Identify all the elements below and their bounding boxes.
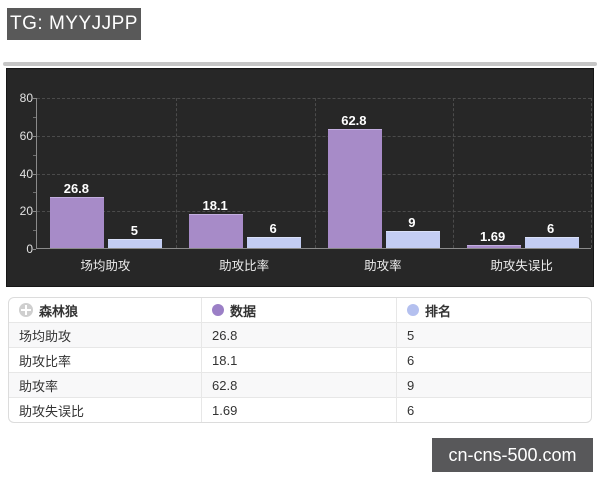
data-value-cell: 1.69 [201, 398, 396, 422]
rank-value-cell: 9 [396, 373, 591, 397]
table-row: 助攻比率 18.1 6 [9, 347, 591, 372]
rank-value-cell: 6 [396, 348, 591, 372]
data-value-cell: 26.8 [201, 323, 396, 347]
metric-name-cell: 助攻比率 [9, 348, 201, 372]
y-axis-tick-mark [31, 98, 36, 99]
y-axis-tick-mark [31, 211, 36, 213]
tg-badge: TG: MYYJJPP [7, 8, 141, 40]
cell-text: 5 [407, 327, 415, 343]
cell-text: 场均助攻 [19, 328, 72, 344]
team-logo-icon [19, 303, 33, 317]
divider-bar [3, 62, 597, 66]
y-axis-minor-tick [33, 116, 36, 118]
table-row: 助攻失误比 1.69 6 [9, 397, 591, 422]
metric-name-cell: 助攻率 [9, 373, 201, 397]
gridline-horizontal [37, 135, 591, 137]
data-value-cell: 18.1 [201, 348, 396, 372]
metric-name-cell: 场均助攻 [9, 323, 201, 347]
tg-badge-text: TG: MYYJJPP [10, 13, 138, 34]
cell-text: 26.8 [212, 327, 238, 343]
bar-value-label: 62.8 [341, 113, 367, 128]
stats-table: 森林狼 数据 排名场均助攻 26.8 5 助攻比率 18.1 6 助攻率 62.8 9 助攻失误比 1.… [8, 297, 592, 423]
gridline-horizontal [37, 173, 591, 175]
legend-dot-icon [212, 304, 224, 316]
table-header-label: 排名 [425, 303, 452, 319]
y-axis-minor-tick [33, 154, 36, 156]
bar-value-label: 1.69 [479, 229, 506, 244]
table-header-cell-1[interactable]: 数据 [201, 298, 396, 322]
cell-text: 18.1 [212, 352, 238, 368]
plot-area [36, 98, 592, 249]
bar-data-1 [189, 214, 244, 248]
x-axis-category-label: 场均助攻 [80, 259, 131, 273]
bar-value-label: 18.1 [202, 198, 228, 213]
table-header-cell-0: 森林狼 [9, 298, 201, 322]
cell-text: 9 [407, 377, 415, 393]
bar-value-label: 6 [547, 221, 555, 236]
y-axis-tick-mark [31, 249, 36, 250]
x-axis-category-label: 助攻比率 [219, 259, 270, 273]
cell-text: 6 [407, 352, 415, 368]
y-axis-tick-label: 20 [19, 204, 33, 219]
y-axis-tick-label: 40 [19, 166, 33, 181]
y-axis-tick-mark [31, 135, 36, 137]
cell-text: 6 [407, 402, 415, 418]
gridline-horizontal [37, 98, 591, 99]
x-axis-category-label: 助攻率 [364, 259, 402, 273]
table-header-cell-2[interactable]: 排名 [396, 298, 591, 322]
data-value-cell: 62.8 [201, 373, 396, 397]
table-header-label: 数据 [230, 303, 257, 319]
y-axis-minor-tick [33, 192, 36, 194]
cell-text: 62.8 [212, 377, 238, 393]
bar-rank-1 [247, 237, 302, 248]
bar-value-label: 6 [269, 221, 277, 236]
gridline-vertical [175, 98, 177, 248]
gridline-vertical [591, 98, 592, 248]
table-row: 助攻率 62.8 9 [9, 372, 591, 397]
y-axis-tick-mark [31, 173, 36, 175]
y-axis-tick-label: 60 [19, 128, 33, 143]
bar-rank-3 [524, 237, 579, 248]
rank-value-cell: 5 [396, 323, 591, 347]
bar-value-label: 26.8 [63, 181, 90, 196]
bar-rank-0 [108, 239, 163, 248]
table-row: 场均助攻 26.8 5 [9, 322, 591, 347]
legend-dot-icon [407, 304, 419, 316]
bar-data-0 [50, 197, 105, 248]
chart-panel: 0 20 40 60 80 26.8 5 场均助攻 18.1 6 助攻比率 62.8 9 助攻率 1.69 6… [6, 68, 594, 287]
rank-value-cell: 6 [396, 398, 591, 422]
table-header-row: 森林狼 数据 排名 [9, 298, 591, 322]
watermark-text: cn-cns-500.com [448, 444, 577, 465]
bar-value-label: 9 [408, 215, 416, 230]
bar-rank-2 [385, 231, 440, 248]
cell-text: 助攻比率 [19, 353, 72, 369]
metric-name-cell: 助攻失误比 [9, 398, 201, 422]
cell-text: 助攻率 [19, 378, 59, 394]
watermark-badge: cn-cns-500.com [432, 438, 593, 472]
bar-data-3 [466, 245, 521, 248]
gridline-vertical [453, 98, 455, 248]
y-axis-tick-label: 0 [26, 242, 33, 256]
gridline-vertical [314, 98, 316, 248]
x-axis-category-label: 助攻失误比 [490, 259, 553, 273]
cell-text: 助攻失误比 [19, 403, 85, 419]
y-axis-tick-label: 80 [19, 91, 33, 105]
cell-text: 1.69 [212, 402, 238, 418]
bar-value-label: 5 [130, 223, 138, 238]
table-header-label: 森林狼 [39, 303, 79, 319]
gridline-horizontal [37, 211, 591, 213]
y-axis-minor-tick [33, 230, 36, 232]
bar-data-2 [327, 129, 382, 248]
